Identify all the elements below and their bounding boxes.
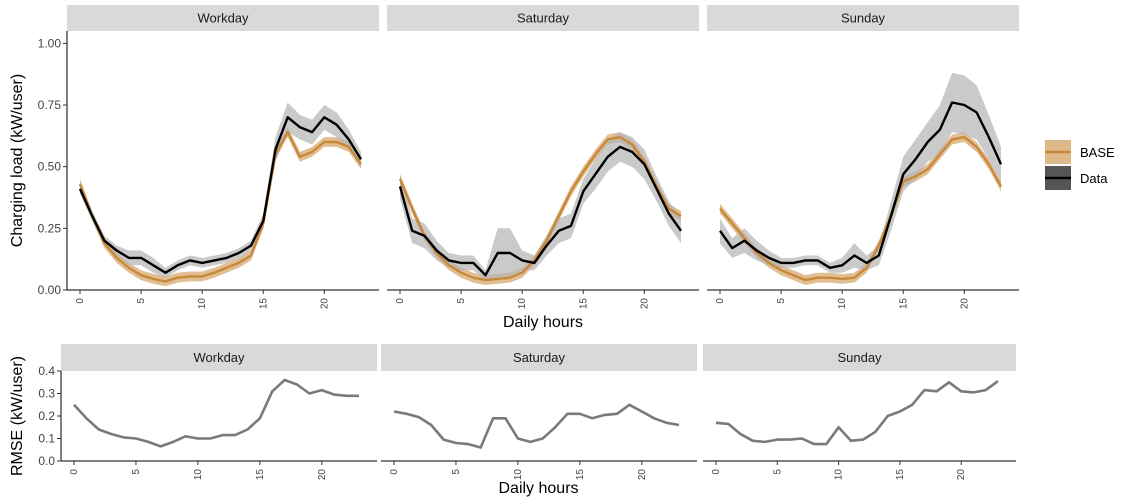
y-tick-label: 0.3: [38, 387, 55, 401]
x-tick-label: 5: [456, 298, 467, 304]
x-tick-label: 10: [834, 469, 845, 481]
x-tick-label: 0: [715, 298, 726, 304]
x-tick-label: 10: [513, 469, 524, 481]
base-series-line: [78, 130, 362, 283]
x-tick-label: 15: [575, 469, 586, 481]
y-axis-label: RMSE (kW/user): [9, 356, 26, 476]
x-tick-label: 0: [395, 298, 406, 304]
x-tick-label: 20: [959, 298, 970, 310]
x-tick-label: 20: [956, 469, 967, 481]
x-tick-label: 0: [711, 469, 722, 475]
data-series-line: [398, 145, 682, 277]
x-tick-label: 20: [639, 298, 650, 310]
x-tick-label: 5: [776, 298, 787, 304]
data-ci-band: [80, 102, 361, 278]
x-tick-label: 5: [451, 469, 462, 475]
panel-strip: [387, 5, 699, 31]
x-tick-label: 20: [317, 469, 328, 481]
y-tick-label: 0.75: [38, 98, 62, 112]
legend-label-data: Data: [1080, 171, 1108, 186]
data-ci-band: [720, 72, 1001, 273]
panel-strip: [707, 5, 1019, 31]
panel-strip: [61, 344, 377, 371]
base-series-line: [398, 135, 682, 282]
data-series-line: [719, 101, 1003, 269]
panel-strip: [67, 5, 379, 31]
base-ci-band: [720, 132, 1001, 286]
y-tick-label: 0.25: [38, 221, 62, 235]
panel-strip: [703, 344, 1016, 371]
x-tick-label: 20: [319, 298, 330, 310]
y-tick-label: 1.00: [38, 36, 62, 50]
y-tick-label: 0.4: [38, 364, 55, 378]
x-tick-label: 0: [75, 298, 86, 304]
x-axis-label: Daily hours: [498, 480, 578, 497]
x-tick-label: 5: [131, 469, 142, 475]
y-tick-label: 0.00: [38, 283, 62, 297]
y-axis-label: Charging load (kW/user): [9, 74, 26, 247]
x-tick-label: 10: [517, 298, 528, 310]
data-series-line: [78, 116, 363, 274]
y-tick-label: 0.2: [38, 409, 55, 423]
panel-title: Workday: [197, 11, 249, 26]
x-tick-label: 15: [578, 298, 589, 310]
data-ci-band: [400, 132, 681, 281]
x-tick-label: 15: [898, 298, 909, 310]
panel-title: Workday: [193, 350, 245, 365]
panel-title: Sunday: [837, 350, 882, 365]
y-tick-label: 0.1: [38, 432, 55, 446]
y-tick-label: 0.0: [38, 454, 55, 468]
x-tick-label: 5: [772, 469, 783, 475]
base-series-line: [719, 135, 1003, 282]
rmse-line: [715, 380, 999, 446]
x-tick-label: 10: [193, 469, 204, 481]
x-axis-label: Daily hours: [503, 314, 583, 331]
x-tick-label: 0: [69, 469, 80, 475]
x-tick-label: 10: [197, 298, 208, 310]
panel-title: Sunday: [841, 11, 886, 26]
x-tick-label: 15: [255, 469, 266, 481]
x-tick-label: 0: [389, 469, 400, 475]
x-tick-label: 20: [637, 469, 648, 481]
legend-label-base: BASE: [1080, 145, 1115, 160]
x-tick-label: 10: [837, 298, 848, 310]
panel-title: Saturday: [513, 350, 566, 365]
panel-title: Saturday: [517, 11, 570, 26]
x-tick-label: 15: [895, 469, 906, 481]
x-tick-label: 5: [136, 298, 147, 304]
rmse-line: [73, 378, 359, 448]
rmse-line: [393, 403, 680, 449]
x-tick-label: 15: [258, 298, 269, 310]
panel-strip: [381, 344, 697, 371]
y-tick-label: 0.50: [38, 160, 62, 174]
